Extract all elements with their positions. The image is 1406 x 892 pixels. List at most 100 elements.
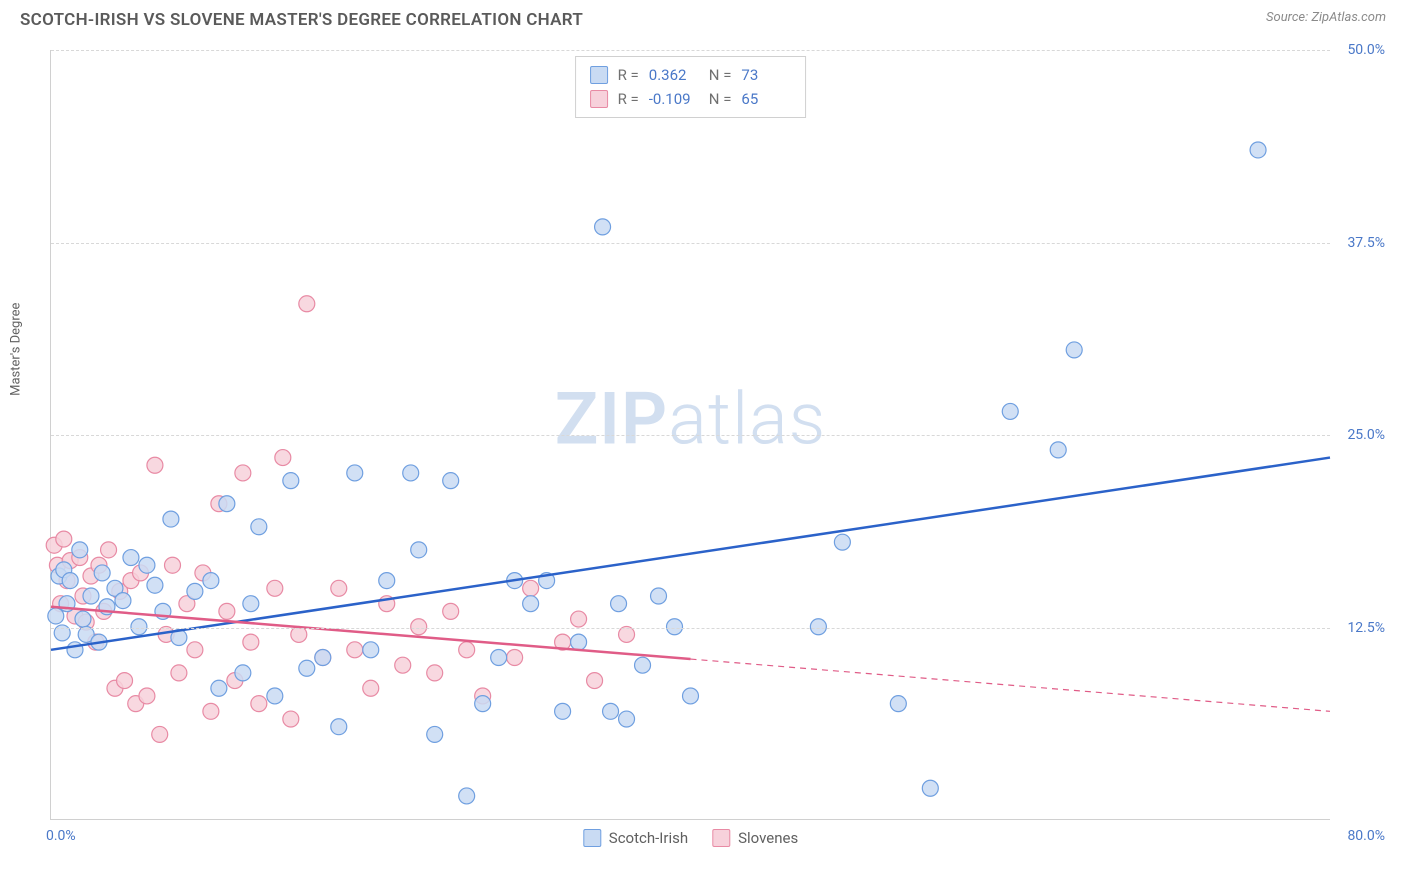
data-point-scotch_irish bbox=[475, 696, 491, 712]
data-point-scotch_irish bbox=[611, 596, 627, 612]
data-point-slovenes bbox=[347, 642, 363, 658]
data-point-slovenes bbox=[459, 642, 475, 658]
stats-legend: R = 0.362 N = 73 R = -0.109 N = 65 bbox=[575, 56, 807, 118]
legend-item-scotch-irish: Scotch-Irish bbox=[583, 829, 688, 847]
data-point-slovenes bbox=[203, 703, 219, 719]
data-point-scotch_irish bbox=[403, 465, 419, 481]
data-point-scotch_irish bbox=[123, 550, 139, 566]
data-point-scotch_irish bbox=[147, 577, 163, 593]
data-point-scotch_irish bbox=[1050, 442, 1066, 458]
series-legend: Scotch-Irish Slovenes bbox=[583, 829, 798, 847]
data-point-scotch_irish bbox=[139, 557, 155, 573]
legend-item-slovenes: Slovenes bbox=[712, 829, 798, 847]
data-point-slovenes bbox=[299, 296, 315, 312]
data-point-scotch_irish bbox=[1250, 142, 1266, 158]
gridline bbox=[51, 50, 1330, 51]
data-point-scotch_irish bbox=[555, 703, 571, 719]
data-point-scotch_irish bbox=[347, 465, 363, 481]
data-point-slovenes bbox=[101, 542, 117, 558]
data-point-scotch_irish bbox=[1066, 342, 1082, 358]
data-point-slovenes bbox=[291, 626, 307, 642]
data-point-scotch_irish bbox=[48, 608, 64, 624]
data-point-slovenes bbox=[571, 611, 587, 627]
data-point-slovenes bbox=[427, 665, 443, 681]
data-point-slovenes bbox=[507, 650, 523, 666]
data-point-slovenes bbox=[243, 634, 259, 650]
legend-swatch-scotch-irish bbox=[583, 829, 601, 847]
data-point-slovenes bbox=[171, 665, 187, 681]
data-point-scotch_irish bbox=[379, 573, 395, 589]
data-point-scotch_irish bbox=[443, 473, 459, 489]
data-point-scotch_irish bbox=[459, 788, 475, 804]
data-point-scotch_irish bbox=[491, 650, 507, 666]
source-attribution: Source: ZipAtlas.com bbox=[1266, 10, 1386, 25]
data-point-slovenes bbox=[283, 711, 299, 727]
trendline-dashed-slovenes bbox=[691, 659, 1331, 711]
x-tick-max: 80.0% bbox=[1347, 828, 1385, 844]
data-point-scotch_irish bbox=[94, 565, 110, 581]
trendline-scotch_irish bbox=[51, 458, 1330, 650]
data-point-slovenes bbox=[523, 580, 539, 596]
data-point-scotch_irish bbox=[83, 588, 99, 604]
data-point-scotch_irish bbox=[163, 511, 179, 527]
data-point-scotch_irish bbox=[619, 711, 635, 727]
data-point-slovenes bbox=[56, 531, 72, 547]
data-point-scotch_irish bbox=[922, 780, 938, 796]
data-point-slovenes bbox=[139, 688, 155, 704]
data-point-scotch_irish bbox=[219, 496, 235, 512]
y-axis-title: Master's Degree bbox=[9, 302, 24, 395]
y-tick-label: 50.0% bbox=[1347, 42, 1385, 58]
data-point-slovenes bbox=[117, 673, 133, 689]
gridline bbox=[51, 243, 1330, 244]
y-tick-label: 12.5% bbox=[1347, 620, 1385, 636]
data-point-scotch_irish bbox=[571, 634, 587, 650]
data-point-scotch_irish bbox=[890, 696, 906, 712]
data-point-scotch_irish bbox=[62, 573, 78, 589]
data-point-scotch_irish bbox=[211, 680, 227, 696]
data-point-slovenes bbox=[152, 726, 168, 742]
data-point-scotch_irish bbox=[72, 542, 88, 558]
data-point-slovenes bbox=[443, 603, 459, 619]
y-tick-label: 37.5% bbox=[1347, 235, 1385, 251]
data-point-scotch_irish bbox=[331, 719, 347, 735]
data-point-scotch_irish bbox=[595, 219, 611, 235]
data-point-slovenes bbox=[275, 450, 291, 466]
data-point-slovenes bbox=[235, 465, 251, 481]
data-point-slovenes bbox=[619, 626, 635, 642]
data-point-scotch_irish bbox=[427, 726, 443, 742]
chart-title: SCOTCH-IRISH VS SLOVENE MASTER'S DEGREE … bbox=[20, 10, 583, 30]
data-point-slovenes bbox=[587, 673, 603, 689]
swatch-scotch-irish bbox=[590, 66, 608, 84]
data-point-scotch_irish bbox=[203, 573, 219, 589]
data-point-slovenes bbox=[267, 580, 283, 596]
x-tick-min: 0.0% bbox=[46, 828, 76, 844]
data-point-scotch_irish bbox=[283, 473, 299, 489]
data-point-scotch_irish bbox=[235, 665, 251, 681]
data-point-slovenes bbox=[165, 557, 181, 573]
header: SCOTCH-IRISH VS SLOVENE MASTER'S DEGREE … bbox=[0, 0, 1406, 30]
chart-plot-area: Master's Degree ZIPatlas R = 0.362 N = 7… bbox=[50, 50, 1330, 820]
data-point-scotch_irish bbox=[243, 596, 259, 612]
data-point-scotch_irish bbox=[411, 542, 427, 558]
data-point-scotch_irish bbox=[75, 611, 91, 627]
data-point-scotch_irish bbox=[523, 596, 539, 612]
data-point-scotch_irish bbox=[315, 650, 331, 666]
data-point-scotch_irish bbox=[1002, 403, 1018, 419]
data-point-slovenes bbox=[219, 603, 235, 619]
legend-swatch-slovenes bbox=[712, 829, 730, 847]
stats-row-scotch-irish: R = 0.362 N = 73 bbox=[590, 63, 792, 87]
gridline bbox=[51, 435, 1330, 436]
data-point-scotch_irish bbox=[683, 688, 699, 704]
y-tick-label: 25.0% bbox=[1347, 427, 1385, 443]
data-point-slovenes bbox=[251, 696, 267, 712]
swatch-slovenes bbox=[590, 90, 608, 108]
data-point-scotch_irish bbox=[251, 519, 267, 535]
data-point-slovenes bbox=[395, 657, 411, 673]
data-point-scotch_irish bbox=[603, 703, 619, 719]
data-point-scotch_irish bbox=[267, 688, 283, 704]
gridline bbox=[51, 628, 1330, 629]
data-point-scotch_irish bbox=[187, 583, 203, 599]
data-point-slovenes bbox=[331, 580, 347, 596]
data-point-slovenes bbox=[147, 457, 163, 473]
data-point-scotch_irish bbox=[834, 534, 850, 550]
